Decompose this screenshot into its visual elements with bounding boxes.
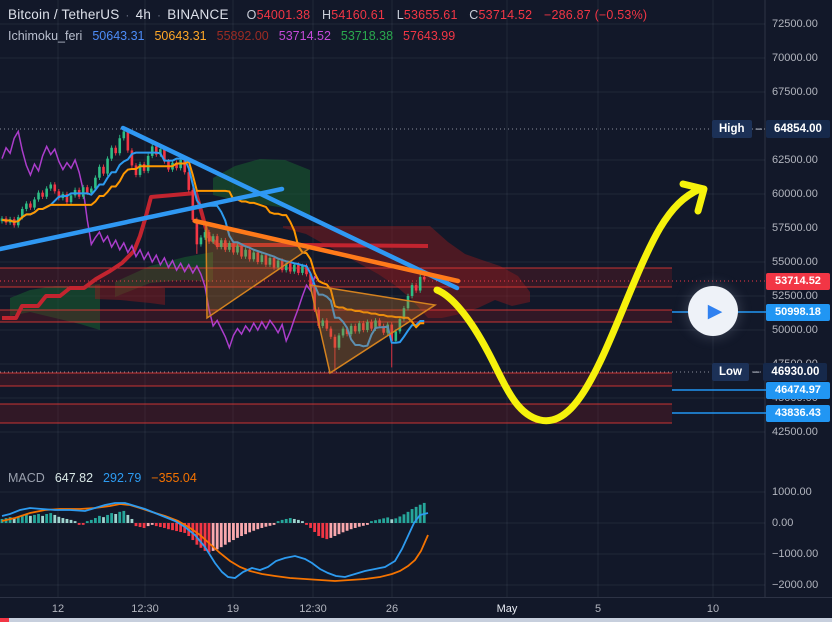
price-tick-label: 57500.00 — [772, 222, 818, 234]
price-tick-label: 42500.00 — [772, 426, 818, 438]
indicator-name[interactable]: Ichimoku_feri — [8, 29, 83, 43]
play-button[interactable]: ▶ — [688, 286, 738, 336]
ichimoku-value-3: 53714.52 — [278, 29, 331, 43]
trendline-orange[interactable] — [192, 218, 461, 284]
marker-value: 64854.00 — [765, 120, 830, 138]
macd-pane — [0, 502, 429, 582]
trendline-blue[interactable] — [0, 186, 285, 252]
level-price-badge: 46474.97 — [766, 381, 830, 399]
high-value: 54160.61 — [331, 7, 386, 22]
macd-tick-label: −2000.00 — [772, 579, 819, 591]
marker-label: High — [712, 120, 752, 138]
time-tick-label: 5 — [594, 603, 602, 615]
low-label: L — [396, 7, 404, 22]
ichimoku-value-0: 50643.31 — [92, 29, 145, 43]
time-tick-label: 12:30 — [299, 603, 327, 615]
macd-tick-label: 0.00 — [772, 517, 794, 529]
prediction-arrow[interactable] — [433, 185, 704, 425]
macd-value-1: 292.79 — [103, 471, 142, 485]
symbol-title[interactable]: Bitcoin / TetherUS — [8, 7, 120, 22]
play-icon: ▶ — [707, 300, 723, 322]
low-value: 53655.61 — [403, 7, 458, 22]
time-tick-label: May — [496, 603, 518, 615]
strip-accent — [0, 618, 9, 622]
marker-dash: – — [753, 366, 760, 378]
high-marker-badge: High –64854.00 — [712, 120, 830, 138]
time-tick-label: 12 — [51, 603, 65, 615]
close-value: 53714.52 — [478, 7, 533, 22]
ichimoku-value-2: 55892.00 — [216, 29, 269, 43]
price-tick-label: 70000.00 — [772, 52, 818, 64]
last-price-badge: 53714.52 — [766, 272, 830, 290]
chart-header: Bitcoin / TetherUS · 4h · BINANCE O54001… — [8, 7, 647, 22]
open-label: O — [246, 7, 257, 22]
time-tick-label: 19 — [226, 603, 240, 615]
ichimoku-value-1: 50643.31 — [154, 29, 207, 43]
macd-tick-label: −1000.00 — [772, 548, 819, 560]
marker-dash: – — [755, 123, 762, 135]
level-price-badge: 43836.43 — [766, 404, 830, 422]
ohlc-values: O54001.38 H54160.61 L53655.61 C53714.52 … — [239, 8, 648, 22]
price-tick-label: 52500.00 — [772, 290, 818, 302]
chikou-span-line — [1, 129, 320, 350]
macd-legend: MACD 647.82 292.79 −355.04 — [8, 471, 207, 485]
time-axis[interactable]: 12 12:30 19 12:30 26 May 5 10 — [0, 597, 832, 622]
time-tick-label: 12:30 — [131, 603, 159, 615]
prediction-arrow-head — [679, 180, 708, 215]
price-tick-label: 60000.00 — [772, 188, 818, 200]
price-axis[interactable]: 72500.00 70000.00 67500.00 62500.00 60000.00… — [765, 0, 832, 597]
exchange-label: BINANCE — [167, 7, 229, 22]
macd-indicator-name[interactable]: MACD — [8, 471, 45, 485]
level-price-badge: 50998.18 — [766, 303, 830, 321]
low-marker-badge: Low –46930.00 — [712, 363, 828, 381]
high-label: H — [322, 7, 332, 22]
macd-tick-label: 1000.00 — [772, 486, 812, 498]
price-tick-label: 50000.00 — [772, 324, 818, 336]
separator: · — [157, 7, 162, 22]
time-tick-label: 10 — [706, 603, 720, 615]
ichimoku-value-5: 57643.99 — [403, 29, 456, 43]
macd-indicator-values: 647.82 292.79 −355.04 — [55, 471, 207, 485]
macd-line — [1, 502, 429, 579]
close-label: C — [469, 7, 479, 22]
bottom-scroll-strip[interactable] — [0, 618, 832, 622]
price-tick-label: 62500.00 — [772, 154, 818, 166]
price-tick-label: 72500.00 — [772, 18, 818, 30]
macd-value-2: −355.04 — [151, 471, 197, 485]
ichimoku-cloud — [10, 159, 530, 330]
interval-label[interactable]: 4h — [135, 7, 152, 22]
user-drawings[interactable] — [0, 125, 708, 425]
ichimoku-value-4: 53718.38 — [340, 29, 394, 43]
macd-signal-line — [1, 503, 429, 582]
kijun-sen-line — [1, 160, 425, 329]
change-value: −286.87 (−0.53%) — [543, 7, 648, 22]
indicator-values: 50643.31 50643.31 55892.00 53714.52 53718.38… — [92, 29, 465, 43]
wedge-pattern[interactable] — [309, 284, 438, 375]
price-tick-label: 67500.00 — [772, 86, 818, 98]
separator: · — [125, 7, 130, 22]
marker-label: Low — [712, 363, 749, 381]
indicator-legend: Ichimoku_feri 50643.31 50643.31 55892.00 53… — [8, 29, 465, 43]
time-tick-label: 26 — [385, 603, 399, 615]
trendline-blue[interactable] — [120, 125, 460, 291]
open-value: 54001.38 — [256, 7, 311, 22]
price-tick-label: 55000.00 — [772, 256, 818, 268]
marker-value: 46930.00 — [763, 363, 828, 381]
macd-value-0: 647.82 — [54, 471, 94, 485]
